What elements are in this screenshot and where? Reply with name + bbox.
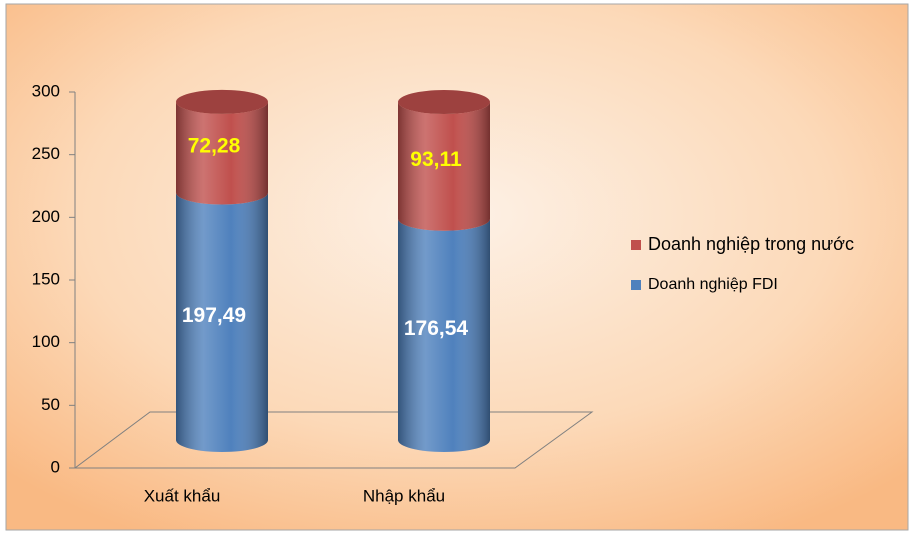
value-label: 93,11 [410, 148, 462, 171]
value-label: 176,54 [404, 317, 469, 340]
cylinder-shading [398, 102, 490, 231]
y-tick-label: 0 [51, 457, 60, 476]
value-label: 197,49 [182, 304, 246, 327]
floor [73, 411, 594, 469]
y-tick-label: 200 [32, 207, 60, 226]
legend-swatch [631, 280, 641, 290]
cylinder-shading [176, 192, 268, 453]
value-label: 72,28 [188, 135, 241, 158]
legend-label: Doanh nghiệp trong nước [648, 234, 854, 254]
cylinder-shading [398, 218, 490, 452]
cylinder-top-shade [176, 89, 268, 114]
y-tick-label: 250 [32, 144, 60, 163]
legend-swatch [631, 240, 641, 250]
legend-label: Doanh nghiệp FDI [648, 276, 778, 293]
cylinder-top [176, 89, 268, 114]
cylinder-top [398, 90, 490, 115]
cylinder-top-shade [398, 90, 490, 115]
x-tick-label: Nhập khẩu [363, 486, 445, 505]
y-tick-label: 150 [32, 269, 60, 288]
y-tick-label: 50 [41, 395, 60, 414]
y-tick-label: 100 [32, 332, 60, 351]
y-tick-label: 300 [32, 81, 60, 100]
cylinder-shading [176, 101, 268, 205]
x-tick-label: Xuất khẩu [144, 486, 221, 505]
